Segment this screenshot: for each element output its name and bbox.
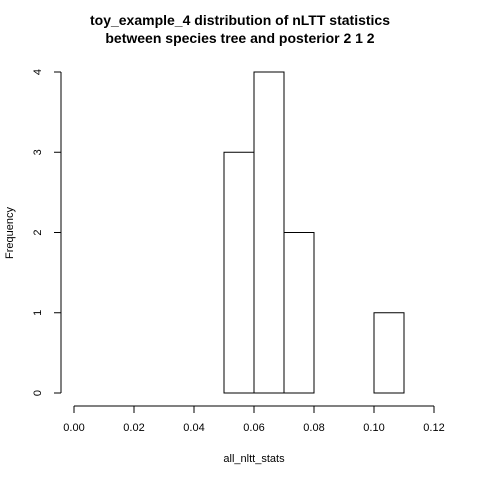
y-axis: 0 1 2 3 4 (32, 69, 62, 396)
chart-title-line-1: toy_example_4 distribution of nLTT stati… (90, 12, 390, 28)
histogram-bar-2 (283, 232, 315, 394)
y-tick-label-4: 4 (32, 69, 44, 75)
y-tick-label-1: 1 (32, 310, 44, 316)
x-axis: 0.00 0.02 0.04 0.06 0.08 0.10 0.12 (63, 405, 445, 434)
chart-title-line-2: between species tree and posterior 2 1 2 (105, 30, 374, 46)
y-tick-label-0: 0 (32, 390, 44, 396)
x-tick-label-0: 0.00 (63, 422, 84, 434)
y-tick-label-3: 3 (32, 149, 44, 155)
x-tick-label-2: 0.04 (183, 422, 204, 434)
bars-group (223, 71, 405, 394)
y-tick-label-2: 2 (32, 229, 44, 235)
histogram-bar-0 (223, 151, 255, 394)
histogram-bar-5 (373, 312, 405, 394)
x-tick-label-3: 0.06 (243, 422, 264, 434)
x-tick-label-6: 0.12 (423, 422, 444, 434)
x-tick-label-5: 0.10 (363, 422, 384, 434)
x-tick-label-1: 0.02 (123, 422, 144, 434)
x-axis-label: all_nltt_stats (223, 453, 285, 465)
x-tick-label-4: 0.08 (303, 422, 324, 434)
histogram-bar-1 (253, 71, 285, 394)
y-axis-label: Frequency (4, 207, 16, 259)
